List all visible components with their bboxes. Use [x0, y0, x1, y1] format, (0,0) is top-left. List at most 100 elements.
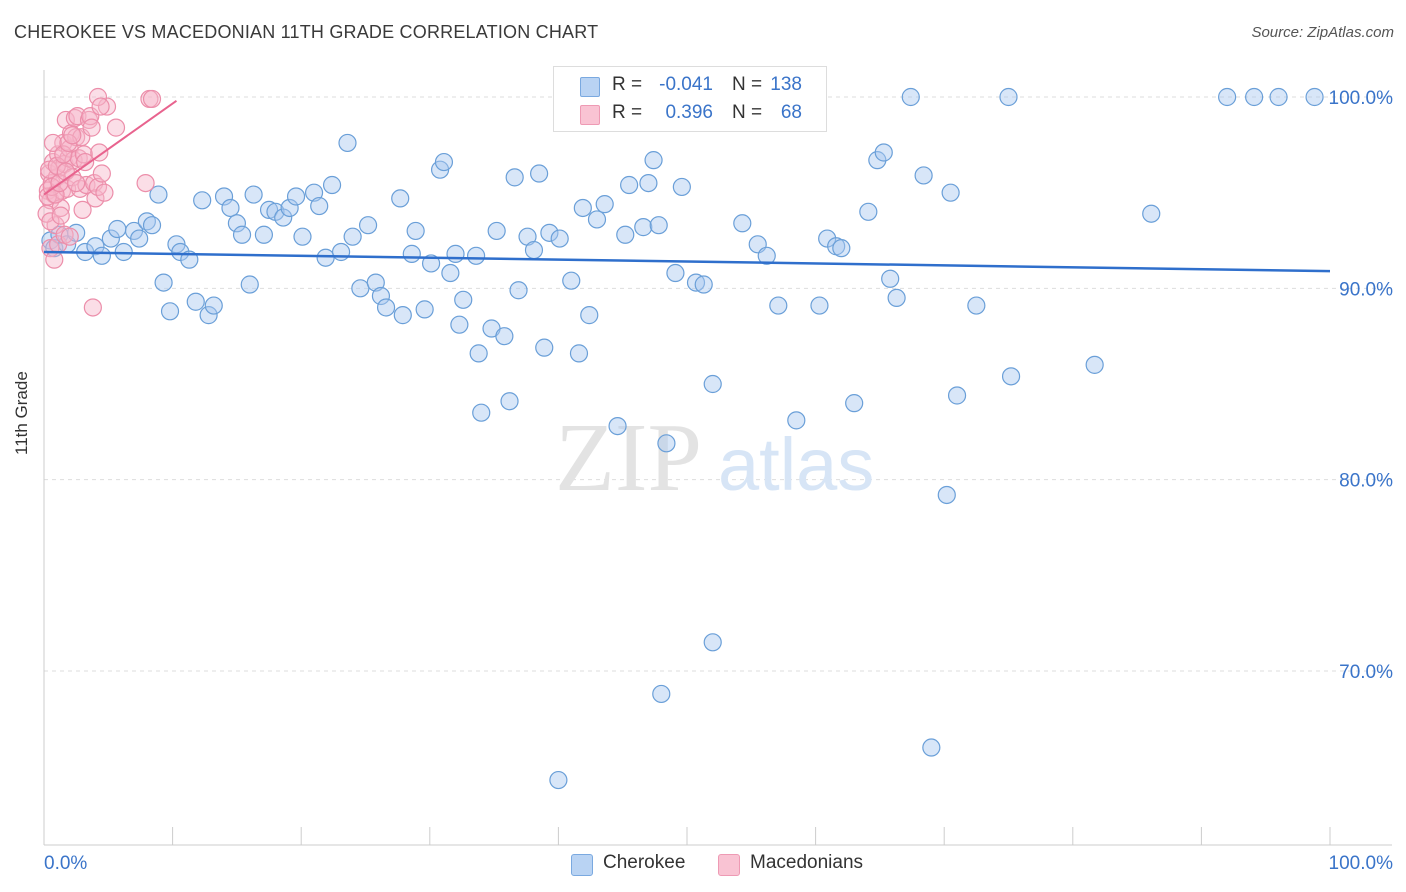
macedonians-label: Macedonians [750, 852, 864, 873]
cherokee-point [92, 246, 111, 265]
macedonians-point [56, 110, 75, 130]
legend-row-macedonians: R = 0.396 N = 68 [554, 101, 826, 129]
cherokee-point [232, 225, 252, 244]
legend-r-label: R = [612, 102, 643, 123]
legend-n-value: 138 [770, 74, 802, 95]
cherokee-point [652, 684, 671, 704]
watermark-zip: ZIP [555, 404, 702, 512]
legend-swatch-cherokee [580, 77, 600, 97]
cherokee-point [874, 143, 893, 162]
cherokee-point [505, 168, 524, 187]
cherokee-point [634, 218, 653, 237]
legend-box: R = -0.041 N = 138 R = 0.396 N = 68 [553, 66, 827, 132]
cherokee-point [101, 229, 120, 248]
cherokee-point [415, 300, 434, 319]
cherokee-point [947, 386, 967, 405]
legend-row-cherokee: R = -0.041 N = 138 [554, 73, 826, 101]
cherokee-point [666, 263, 685, 283]
cherokee-point [108, 219, 127, 239]
cherokee-point [316, 248, 335, 267]
cherokee-point [580, 306, 599, 325]
cherokee-point [550, 229, 569, 248]
legend-n-value: 68 [780, 102, 802, 123]
cherokee-point [322, 175, 342, 195]
cherokee-point [881, 269, 900, 288]
tick-labels: 70.0% 80.0% 90.0% 100.0% 0.0% 100.0% [44, 88, 1393, 874]
legend-n-label: N = [732, 102, 763, 123]
cherokee-point [366, 273, 385, 292]
cherokee-point [832, 239, 851, 258]
cherokee-point [787, 411, 806, 430]
cherokee-point [1085, 355, 1104, 374]
cherokee-point [620, 175, 639, 195]
cherokee-point [608, 416, 627, 436]
cherokee-point [901, 87, 920, 107]
cherokee-point [149, 185, 168, 204]
grid-lines [44, 96, 1392, 672]
macedonians-point [41, 212, 60, 231]
cherokee-point [86, 237, 105, 256]
cherokee-point [244, 185, 263, 204]
cherokee-point [293, 227, 312, 246]
cherokee-point [441, 263, 460, 283]
cherokee-point [446, 244, 465, 263]
cherokee-point [644, 151, 663, 170]
cherokee-point [1001, 367, 1021, 386]
macedonians-point [68, 107, 87, 126]
cherokee-swatch [571, 854, 593, 876]
cherokee-point [562, 271, 581, 290]
cherokee-point [331, 242, 351, 262]
cherokee-point [304, 183, 324, 202]
legend-r-label: R = [612, 74, 643, 95]
cherokee-point [922, 738, 941, 757]
cherokee-point [466, 246, 486, 265]
cherokee-point [587, 210, 607, 229]
legend-n-label: N = [732, 74, 763, 95]
y-tick-label: 80.0% [1339, 471, 1393, 492]
cherokee-point [672, 177, 691, 197]
cherokee-point [1142, 204, 1161, 223]
cherokee-point [421, 254, 441, 273]
cherokee-point [469, 344, 488, 363]
x-tick-label-min: 0.0% [44, 853, 87, 874]
bottom-legend: Cherokee Macedonians [0, 852, 1406, 878]
macedonians-swatch [718, 854, 740, 876]
cherokee-point [914, 166, 933, 185]
cherokee-point [1245, 87, 1264, 107]
cherokee-point [391, 189, 410, 208]
macedonians-point [45, 250, 64, 269]
cherokee-point [1269, 87, 1288, 107]
cherokee-point [406, 221, 425, 241]
macedonians-point [60, 227, 79, 246]
y-tick-label: 90.0% [1339, 279, 1393, 300]
watermark-atlas: atlas [718, 423, 874, 506]
macedonians-point [92, 164, 111, 183]
cherokee-point [376, 298, 396, 317]
macedonians-point [91, 97, 110, 116]
cherokee-trend-line [43, 250, 1331, 273]
x-tick-label-max: 100.0% [1329, 853, 1394, 874]
macedonians-point [73, 200, 92, 219]
axes [43, 70, 1392, 846]
cherokee-point [573, 198, 592, 218]
cherokee-point [199, 306, 218, 325]
cherokee-point [595, 195, 614, 214]
cherokee-point [310, 196, 329, 216]
macedonians-point [51, 206, 70, 225]
cherokee-point [649, 216, 668, 235]
cherokee-point [937, 485, 956, 505]
macedonians-point [90, 143, 109, 162]
cherokee-point [280, 198, 299, 218]
cherokee-point [186, 292, 205, 311]
cherokee-point [434, 152, 454, 172]
cherokee-point [941, 183, 960, 202]
macedonians-point [83, 298, 102, 317]
cherokee-point [221, 198, 240, 218]
cherokee-point [540, 223, 559, 242]
cherokee-point [227, 214, 246, 233]
cherokee-point [757, 246, 776, 265]
cherokee-point [371, 286, 391, 306]
cherokee-point [204, 296, 223, 315]
cherokee-point [703, 633, 722, 652]
